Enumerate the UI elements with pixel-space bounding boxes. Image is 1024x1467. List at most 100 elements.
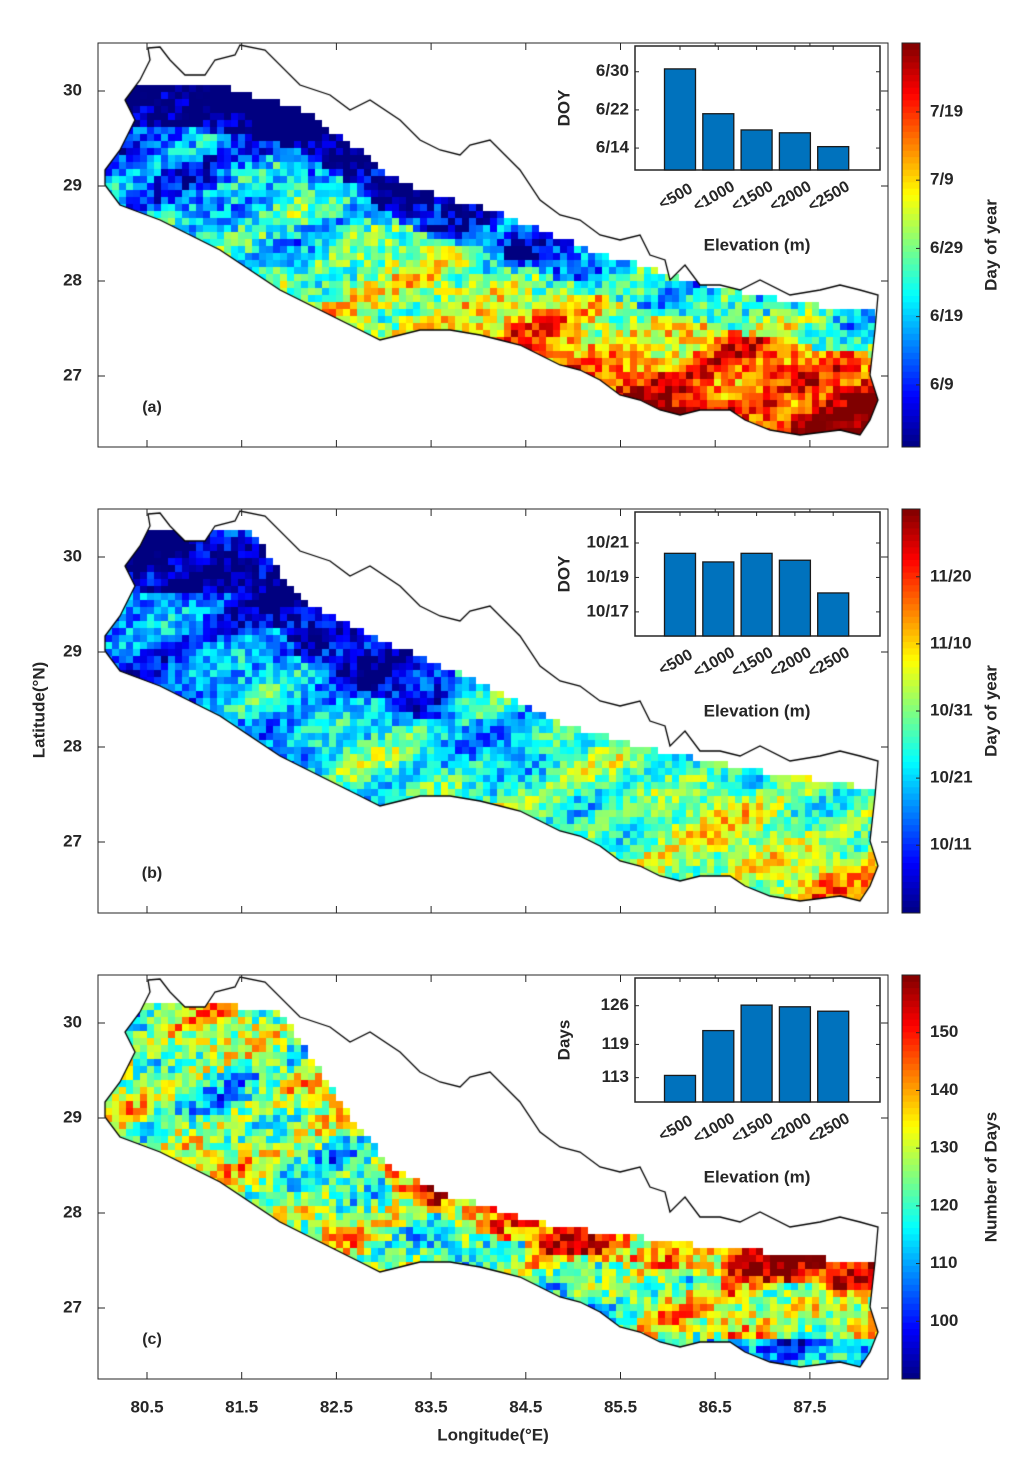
lat-tick-label: 28 bbox=[63, 270, 82, 289]
colorbar-segment bbox=[902, 692, 920, 699]
colorbar-segment bbox=[902, 150, 920, 158]
colorbar-segment bbox=[902, 1322, 920, 1329]
inset-category-label: <500 bbox=[656, 1112, 696, 1145]
colorbar-segment bbox=[902, 843, 920, 851]
colorbar-segment bbox=[902, 1271, 920, 1279]
colorbar-tick-label: 150 bbox=[930, 1022, 958, 1041]
colorbar-segment bbox=[902, 1164, 920, 1172]
colorbar-segment bbox=[902, 1296, 920, 1304]
colorbar-segment bbox=[902, 200, 920, 208]
inset-x-label: Elevation (m) bbox=[704, 701, 811, 720]
colorbar-tick-label: 10/11 bbox=[930, 835, 972, 854]
colorbar-segment bbox=[902, 603, 920, 611]
map-axes-box bbox=[97, 974, 889, 1380]
colorbar-segment bbox=[902, 1202, 920, 1210]
colorbar-segment bbox=[902, 99, 920, 107]
inset-bar bbox=[663, 552, 697, 637]
colorbar-box bbox=[901, 42, 921, 448]
lat-tick-label: 29 bbox=[63, 641, 82, 660]
inset-y-tick-label: 10/19 bbox=[586, 567, 629, 586]
colorbar-segment bbox=[902, 232, 920, 240]
colorbar-segment bbox=[902, 1025, 920, 1033]
inset-y-tick-label: 6/22 bbox=[596, 99, 629, 118]
colorbar-segment bbox=[902, 93, 920, 101]
lon-tick-label: 82.5 bbox=[320, 1397, 353, 1416]
inset-category-label: <2500 bbox=[805, 1110, 853, 1147]
colorbar-tick-label: 11/20 bbox=[930, 566, 972, 585]
colorbar-tick-label: 130 bbox=[930, 1138, 958, 1157]
inset-bar bbox=[778, 132, 812, 171]
lon-tick-label: 87.5 bbox=[793, 1397, 826, 1416]
inset-y-tick-label: 119 bbox=[602, 1034, 629, 1053]
colorbar-segment bbox=[902, 358, 920, 366]
colorbar-segment bbox=[902, 610, 920, 617]
colorbar-segment bbox=[902, 1252, 920, 1260]
colorbar-segment bbox=[902, 301, 920, 309]
colorbar-segment bbox=[902, 906, 920, 914]
colorbar-tick-label: 100 bbox=[930, 1311, 958, 1330]
colorbar-tick-label: 11/10 bbox=[930, 633, 972, 652]
colorbar-segment bbox=[902, 434, 920, 442]
lat-tick-label: 29 bbox=[63, 1107, 82, 1126]
colorbar-label: Day of year bbox=[981, 199, 1000, 291]
colorbar-segment bbox=[902, 156, 920, 164]
colorbar-segment bbox=[902, 584, 920, 592]
colorbar-segment bbox=[902, 987, 920, 995]
colorbar-segment bbox=[902, 308, 920, 315]
colorbar-segment bbox=[902, 635, 920, 643]
colorbar-segment bbox=[902, 1315, 920, 1323]
colorbar-segment bbox=[902, 333, 920, 341]
inset-bar bbox=[702, 113, 735, 171]
inset-bar bbox=[778, 559, 812, 637]
colorbar-segment bbox=[902, 654, 920, 661]
colorbar-segment bbox=[902, 364, 920, 372]
colorbar-segment bbox=[902, 849, 920, 857]
colorbar-segment bbox=[902, 440, 920, 448]
colorbar-tick-label: 120 bbox=[930, 1195, 958, 1214]
colorbar-segment bbox=[902, 144, 920, 151]
inset-y-tick-label: 10/17 bbox=[586, 601, 629, 620]
colorbar-segment bbox=[902, 981, 920, 989]
colorbar-segment bbox=[902, 1145, 920, 1153]
colorbar-segment bbox=[902, 390, 920, 397]
colorbar-segment bbox=[902, 572, 920, 579]
colorbar-segment bbox=[902, 1076, 920, 1083]
colorbar-segment bbox=[902, 1195, 920, 1203]
colorbar-segment bbox=[902, 1050, 920, 1058]
colorbar-segment bbox=[902, 1177, 920, 1184]
colorbar-segment bbox=[902, 1132, 920, 1140]
map-axes-box bbox=[97, 508, 889, 914]
inset-y-tick-label: 113 bbox=[602, 1067, 629, 1086]
colorbar-segment bbox=[902, 875, 920, 882]
colorbar-box bbox=[901, 974, 921, 1380]
colorbar-segment bbox=[902, 1006, 920, 1014]
lon-tick-label: 85.5 bbox=[604, 1397, 637, 1416]
colorbar-segment bbox=[902, 774, 920, 781]
colorbar-segment bbox=[902, 181, 920, 189]
inset-x-label: Elevation (m) bbox=[704, 1167, 811, 1186]
colorbar-segment bbox=[902, 1082, 920, 1090]
colorbar-segment bbox=[902, 162, 920, 170]
colorbar-segment bbox=[902, 1303, 920, 1311]
colorbar-segment bbox=[902, 559, 920, 567]
colorbar-segment bbox=[902, 1341, 920, 1348]
colorbar-segment bbox=[902, 131, 920, 139]
colorbar-tick-label: 110 bbox=[930, 1253, 957, 1272]
colorbar-segment bbox=[902, 565, 920, 573]
colorbar-tick-label: 10/21 bbox=[930, 768, 973, 787]
colorbar-segment bbox=[902, 780, 920, 788]
colorbar-segment bbox=[902, 1057, 920, 1064]
colorbar-segment bbox=[902, 509, 920, 516]
lon-tick-label: 86.5 bbox=[699, 1397, 732, 1416]
colorbar-segment bbox=[902, 1360, 920, 1367]
colorbar-segment bbox=[902, 641, 920, 649]
colorbar-segment bbox=[902, 534, 920, 542]
colorbar-segment bbox=[902, 207, 920, 214]
colorbar-segment bbox=[902, 729, 920, 737]
colorbar-segment bbox=[902, 1347, 920, 1355]
colorbar-segment bbox=[902, 1151, 920, 1159]
y-axis-label: Latitude(°N) bbox=[29, 662, 48, 759]
colorbar-segment bbox=[902, 1265, 920, 1273]
colorbar-segment bbox=[902, 1158, 920, 1165]
